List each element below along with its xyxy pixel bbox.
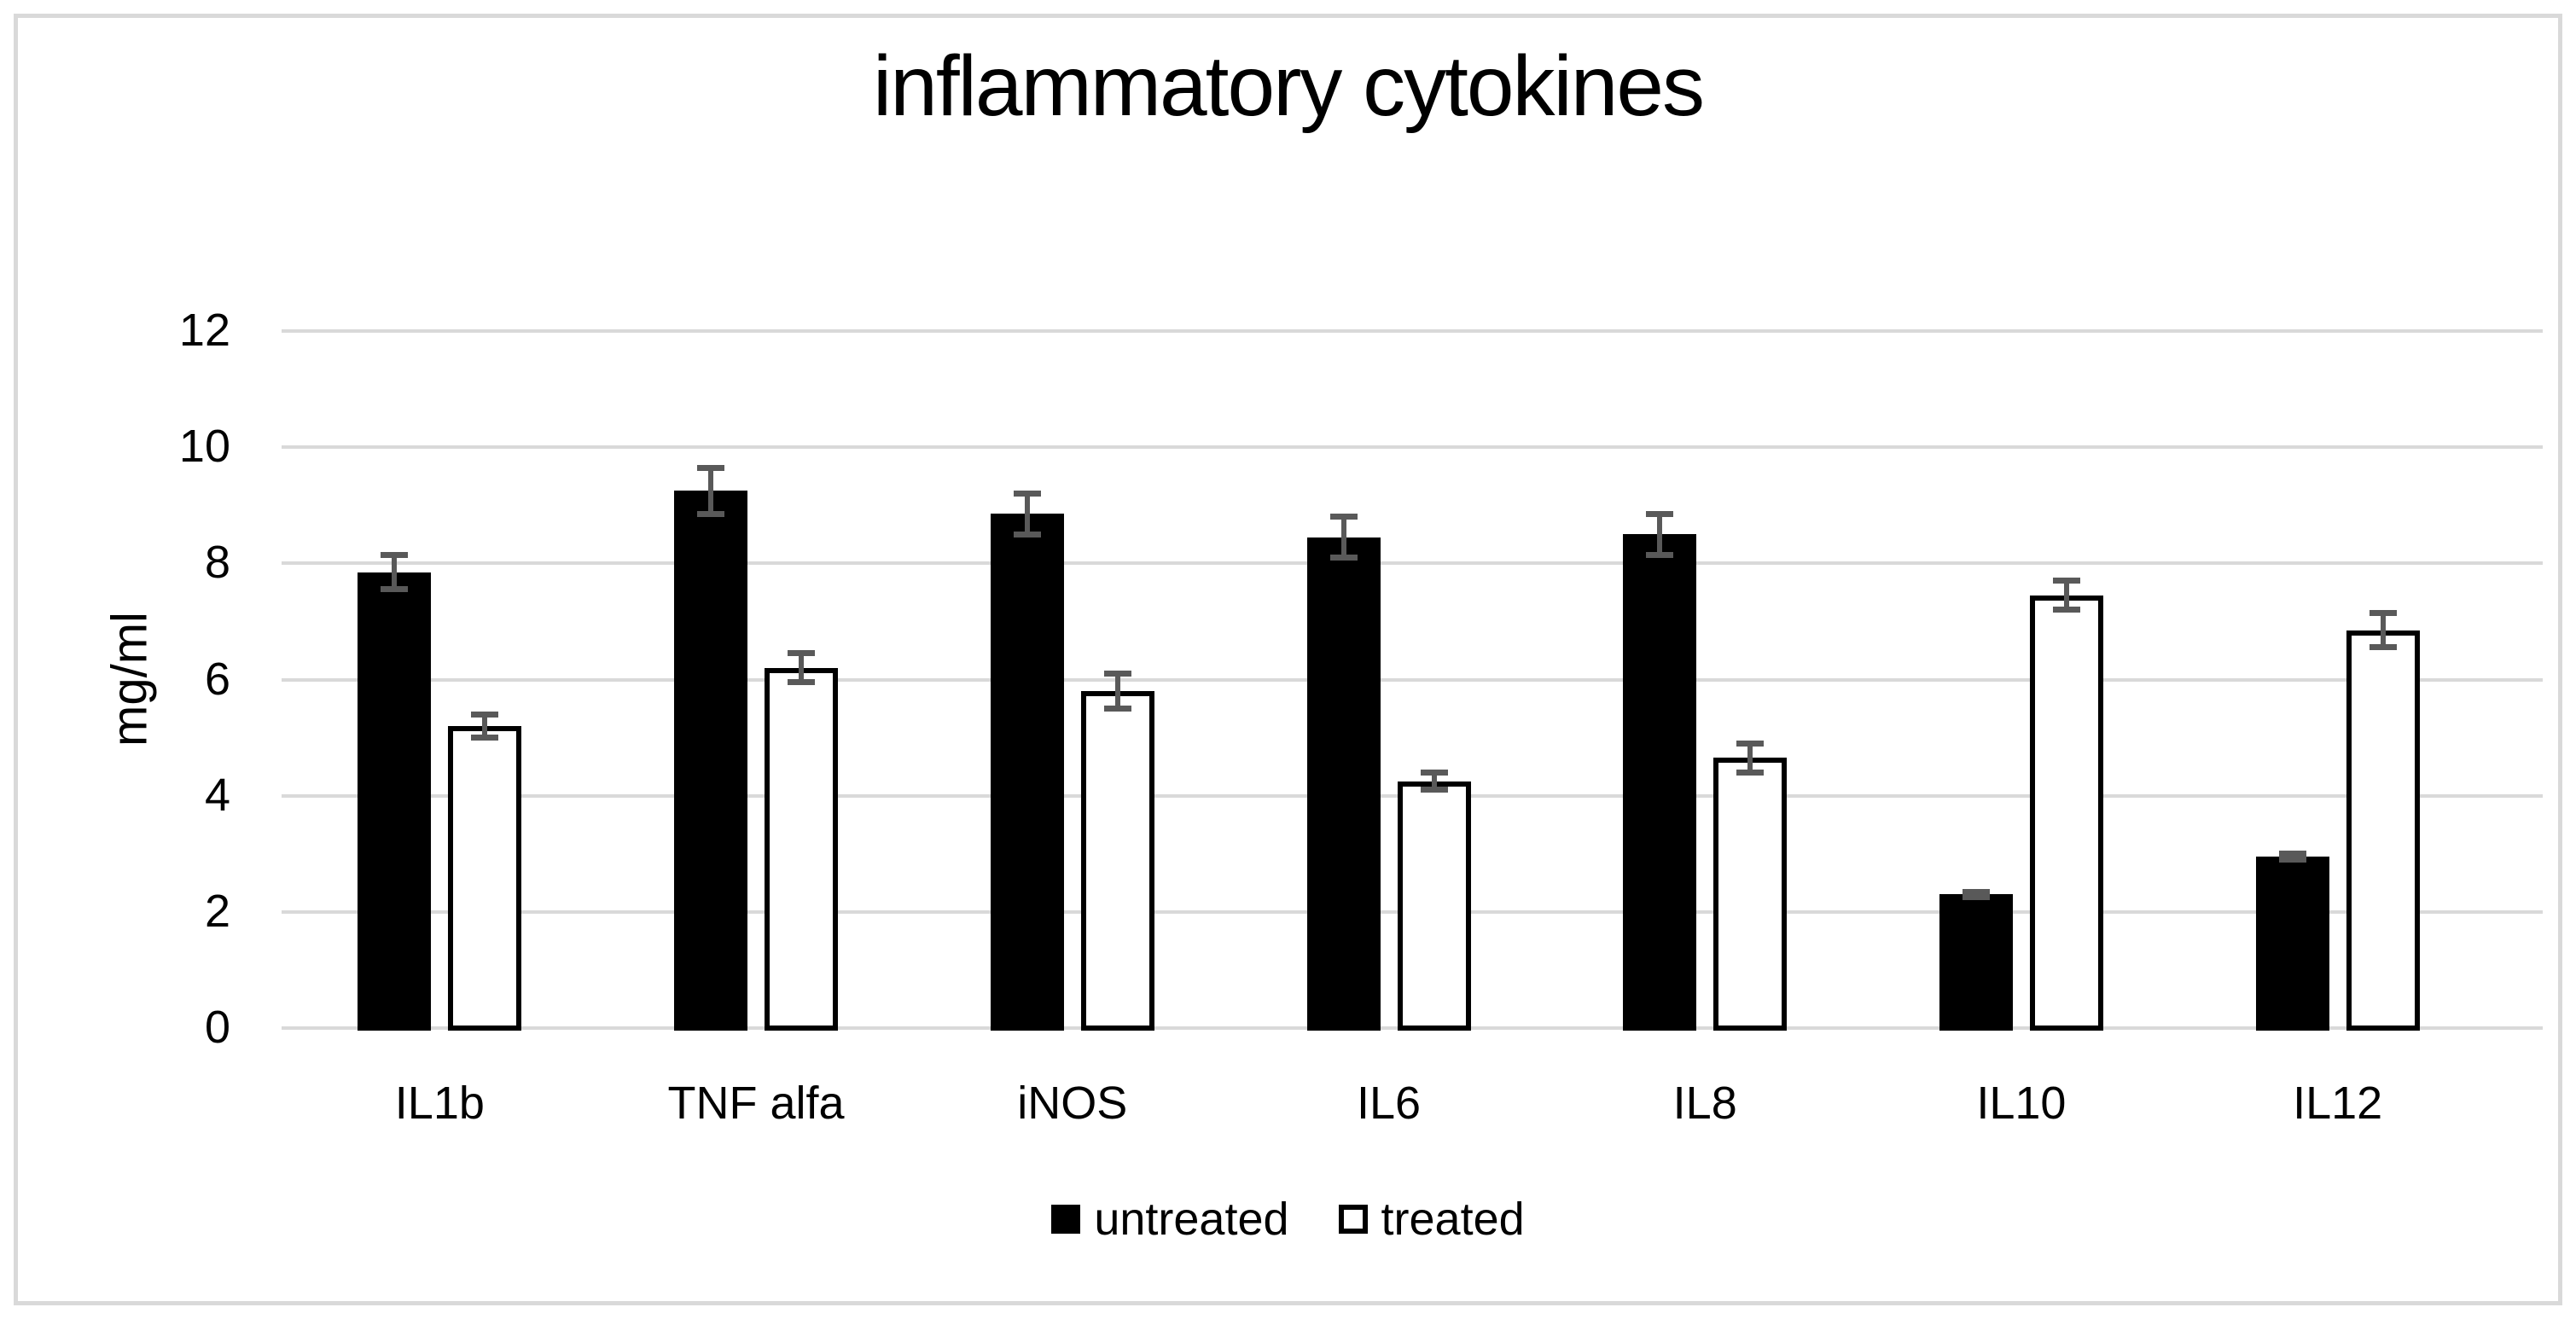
x-category-label-IL12: IL12	[2293, 1078, 2383, 1129]
error-bar-untreated-IL6	[1329, 514, 1358, 561]
error-bar-cap-top	[1962, 888, 1990, 895]
error-bar-cap-bottom	[1736, 769, 1765, 776]
error-bar-treated-IL1b	[471, 711, 499, 741]
error-bar-stem	[2380, 609, 2386, 651]
legend: untreated treated	[0, 1193, 2576, 1246]
bar-treated-TNF-alfa	[765, 667, 839, 1031]
y-tick-label-10: 10	[178, 420, 230, 472]
error-bar-cap-bottom	[2278, 856, 2306, 863]
error-bar-cap-top	[471, 711, 499, 718]
legend-item-untreated: untreated	[1051, 1193, 1289, 1246]
y-tick-label-8: 8	[204, 537, 230, 589]
gridline-y12	[282, 329, 2543, 333]
bar-untreated-IL1b	[358, 572, 432, 1031]
y-tick-label-6: 6	[204, 653, 230, 705]
x-category-label-iNOS: iNOS	[1017, 1078, 1128, 1129]
error-bar-cap-bottom	[2369, 644, 2397, 651]
bar-untreated-iNOS	[990, 514, 1064, 1031]
error-bar-cap-bottom	[1420, 787, 1448, 793]
error-bar-treated-iNOS	[1103, 671, 1131, 712]
error-bar-cap-top	[381, 551, 409, 558]
legend-item-treated: treated	[1338, 1193, 1525, 1246]
chart-title: inflammatory cytokines	[873, 38, 1705, 134]
bar-untreated-IL12	[2255, 857, 2329, 1031]
error-bar-untreated-IL10	[1962, 888, 1990, 901]
error-bar-stem	[1114, 671, 1120, 712]
bar-treated-IL12	[2346, 630, 2420, 1031]
error-bar-stem	[392, 551, 398, 593]
error-bar-cap-bottom	[471, 734, 499, 741]
legend-swatch-untreated	[1051, 1205, 1081, 1234]
error-bar-cap-bottom	[788, 679, 816, 686]
error-bar-stem	[1024, 491, 1030, 537]
error-bar-cap-bottom	[1013, 531, 1041, 537]
bar-untreated-IL6	[1306, 537, 1381, 1031]
error-bar-cap-top	[2369, 609, 2397, 616]
error-bar-cap-top	[697, 464, 725, 471]
error-bar-cap-bottom	[1962, 894, 1990, 901]
error-bar-treated-IL10	[2052, 578, 2080, 613]
error-bar-cap-top	[1013, 491, 1041, 497]
bar-treated-IL6	[1397, 781, 1471, 1031]
error-bar-cap-top	[2278, 851, 2306, 857]
gridline-y10	[282, 445, 2543, 450]
x-category-label-IL10: IL10	[1976, 1078, 2067, 1129]
x-category-label-IL8: IL8	[1672, 1078, 1737, 1129]
legend-swatch-treated	[1338, 1205, 1368, 1234]
bar-treated-iNOS	[1080, 691, 1154, 1031]
x-category-label-IL1b: IL1b	[394, 1078, 485, 1129]
legend-label-untreated: untreated	[1094, 1194, 1289, 1245]
error-bar-cap-bottom	[2052, 607, 2080, 613]
error-bar-stem	[708, 464, 714, 517]
bar-untreated-TNF-alfa	[674, 491, 748, 1031]
error-bar-stem	[2063, 578, 2069, 613]
y-tick-label-0: 0	[204, 1001, 230, 1053]
error-bar-stem	[1431, 770, 1437, 793]
error-bar-stem	[1340, 514, 1346, 561]
error-bar-untreated-iNOS	[1013, 491, 1041, 537]
error-bar-untreated-IL8	[1646, 511, 1674, 558]
error-bar-stem	[799, 650, 805, 686]
bar-treated-IL1b	[448, 725, 522, 1031]
error-bar-cap-bottom	[697, 510, 725, 517]
gridline-y6	[282, 677, 2543, 682]
error-bar-cap-bottom	[1646, 551, 1674, 558]
error-bar-treated-IL8	[1736, 740, 1765, 776]
y-tick-label-12: 12	[178, 304, 230, 356]
error-bar-cap-top	[1646, 511, 1674, 518]
error-bar-treated-TNF-alfa	[788, 650, 816, 686]
error-bar-treated-IL12	[2369, 609, 2397, 651]
figure-border	[14, 14, 2562, 1305]
error-bar-cap-top	[1329, 514, 1358, 520]
error-bar-stem	[1657, 511, 1663, 558]
error-bar-cap-bottom	[1103, 705, 1131, 712]
error-bar-cap-top	[1736, 740, 1765, 747]
legend-label-treated: treated	[1381, 1194, 1525, 1245]
error-bar-cap-top	[788, 650, 816, 657]
error-bar-untreated-TNF-alfa	[697, 464, 725, 517]
error-bar-stem	[1747, 740, 1753, 776]
error-bar-stem	[482, 711, 488, 741]
bar-treated-IL8	[1713, 758, 1788, 1031]
bar-treated-IL10	[2029, 595, 2103, 1031]
error-bar-cap-bottom	[381, 586, 409, 593]
error-bar-cap-top	[1103, 671, 1131, 677]
error-bar-cap-bottom	[1329, 554, 1358, 561]
error-bar-treated-IL6	[1420, 770, 1448, 793]
y-tick-label-2: 2	[204, 885, 230, 937]
y-tick-label-4: 4	[204, 769, 230, 821]
bar-untreated-IL8	[1623, 534, 1697, 1031]
error-bar-cap-top	[1420, 770, 1448, 776]
gridline-y8	[282, 561, 2543, 566]
x-category-label-IL6: IL6	[1356, 1078, 1422, 1129]
error-bar-untreated-IL1b	[381, 551, 409, 593]
error-bar-untreated-IL12	[2278, 851, 2306, 863]
bar-untreated-IL10	[1939, 894, 2013, 1031]
error-bar-cap-top	[2052, 578, 2080, 584]
x-category-label-TNF-alfa: TNF alfa	[667, 1078, 845, 1129]
